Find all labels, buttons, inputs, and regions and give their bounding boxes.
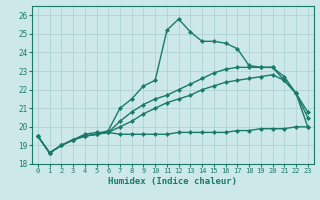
X-axis label: Humidex (Indice chaleur): Humidex (Indice chaleur) bbox=[108, 177, 237, 186]
